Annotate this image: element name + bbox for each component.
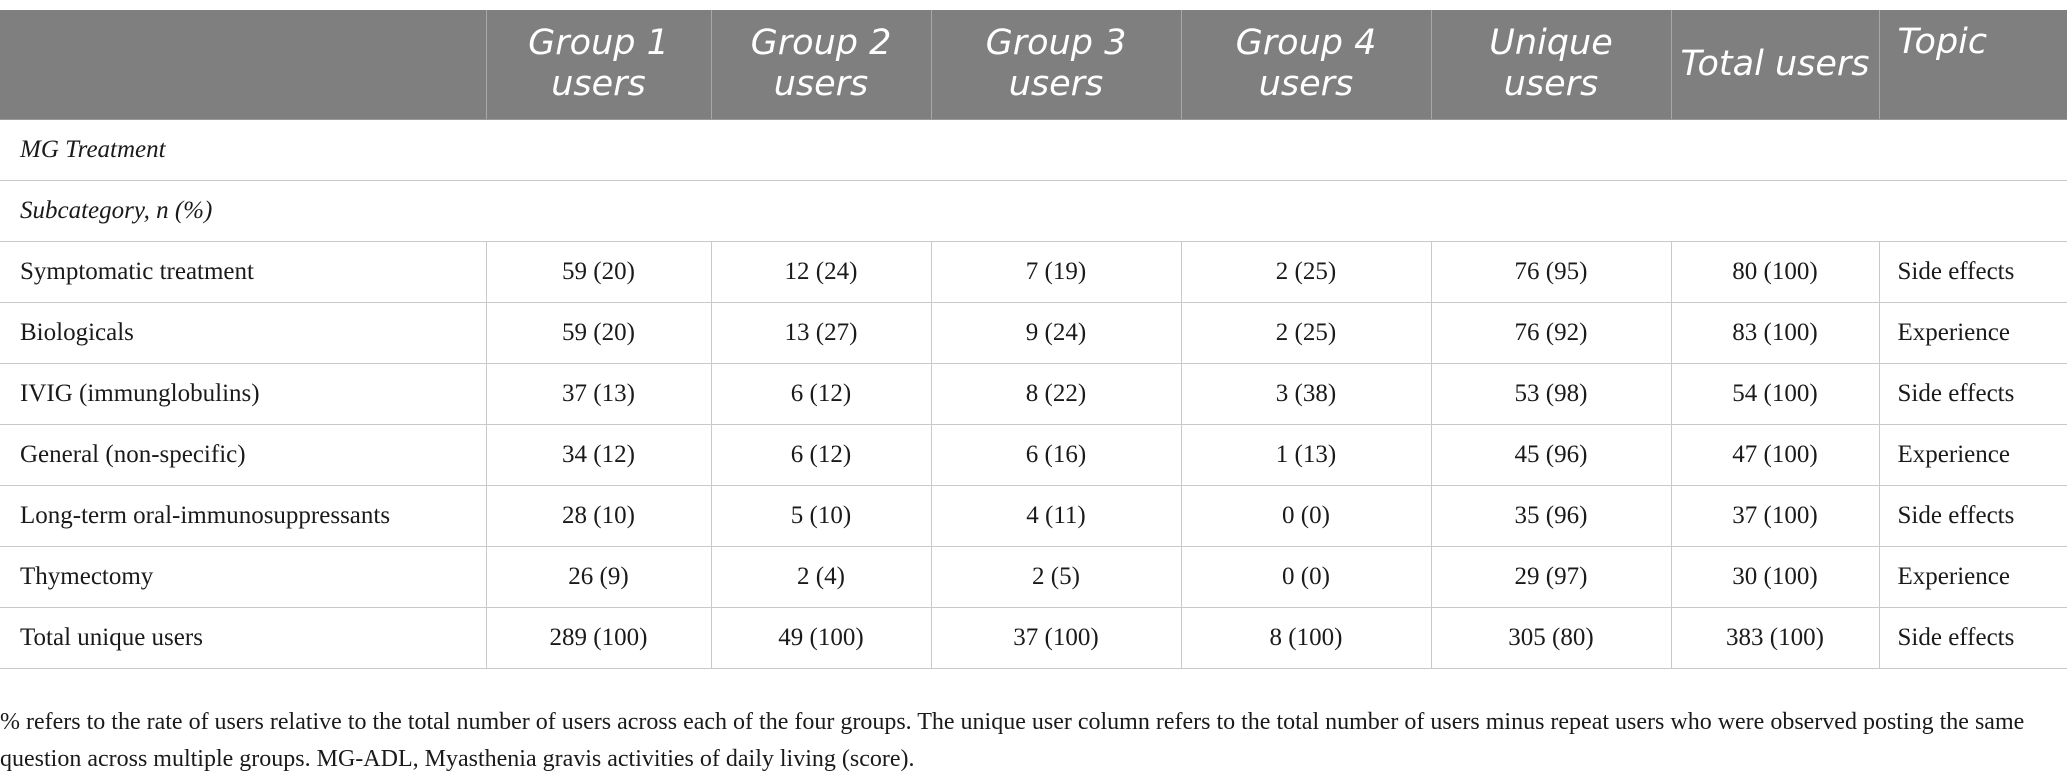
- cell-subcategory: General (non-specific): [0, 423, 487, 486]
- section-title: MG Treatment: [0, 118, 2067, 181]
- cell-topic: Side effects: [1878, 362, 2067, 425]
- cell-group-1: 26 (9): [485, 545, 712, 608]
- cell-group-3: 4 (11): [930, 484, 1182, 547]
- header-row: Group 1 users Group 2 users Group 3 user…: [0, 10, 2067, 120]
- cell-group-3: 9 (24): [930, 301, 1182, 364]
- cell-topic: Experience: [1878, 301, 2067, 364]
- cell-group-3: 8 (22): [930, 362, 1182, 425]
- section-title-row: MG Treatment: [0, 118, 2067, 181]
- cell-subcategory: Long-term oral-immunosuppressants: [0, 484, 487, 547]
- cell-group-4: 0 (0): [1180, 484, 1432, 547]
- cell-topic: Side effects: [1878, 484, 2067, 547]
- header-cell-unique: Unique users: [1430, 10, 1671, 120]
- cell-group-2: 49 (100): [710, 606, 932, 669]
- cell-group-2: 5 (10): [710, 484, 932, 547]
- table-body: MG Treatment Subcategory, n (%) Symptoma…: [0, 118, 2067, 669]
- cell-group-4: 1 (13): [1180, 423, 1432, 486]
- cell-total: 83 (100): [1670, 301, 1880, 364]
- cell-group-4: 8 (100): [1180, 606, 1432, 669]
- cell-total: 54 (100): [1670, 362, 1880, 425]
- cell-group-2: 6 (12): [710, 423, 932, 486]
- table-row: IVIG (immunglobulins) 37 (13) 6 (12) 8 (22)…: [0, 362, 2067, 425]
- cell-group-2: 6 (12): [710, 362, 932, 425]
- cell-unique: 35 (96): [1430, 484, 1672, 547]
- cell-group-3: 6 (16): [930, 423, 1182, 486]
- cell-group-1: 28 (10): [485, 484, 712, 547]
- header-cell-group-1: Group 1 users: [485, 10, 711, 120]
- cell-topic: Experience: [1878, 423, 2067, 486]
- header-cell-total: Total users: [1670, 10, 1879, 120]
- header-cell-group-3: Group 3 users: [930, 10, 1181, 120]
- cell-group-1: 37 (13): [485, 362, 712, 425]
- header-cell-group-4: Group 4 users: [1180, 10, 1431, 120]
- table-row: Thymectomy 26 (9) 2 (4) 2 (5) 0 (0) 29 (97) 30…: [0, 545, 2067, 608]
- cell-unique: 29 (97): [1430, 545, 1672, 608]
- data-table: Group 1 users Group 2 users Group 3 user…: [0, 10, 2067, 669]
- table-footnote: % refers to the rate of users relative t…: [0, 709, 2025, 772]
- table-header: Group 1 users Group 2 users Group 3 user…: [0, 10, 2067, 120]
- cell-group-3: 7 (19): [930, 240, 1182, 303]
- table-row: Symptomatic treatment 59 (20) 12 (24) 7 (19…: [0, 240, 2067, 303]
- header-cell-blank: [0, 10, 486, 120]
- cell-group-2: 12 (24): [710, 240, 932, 303]
- cell-total: 30 (100): [1670, 545, 1880, 608]
- cell-topic: Side effects: [1878, 240, 2067, 303]
- cell-group-1: 289 (100): [485, 606, 712, 669]
- cell-group-1: 59 (20): [485, 301, 712, 364]
- cell-subcategory: Total unique users: [0, 606, 487, 669]
- cell-subcategory: Biologicals: [0, 301, 487, 364]
- cell-subcategory: Thymectomy: [0, 545, 487, 608]
- cell-group-4: 0 (0): [1180, 545, 1432, 608]
- cell-unique: 305 (80): [1430, 606, 1672, 669]
- cell-total: 80 (100): [1670, 240, 1880, 303]
- cell-group-2: 13 (27): [710, 301, 932, 364]
- cell-group-2: 2 (4): [710, 545, 932, 608]
- cell-subcategory: Symptomatic treatment: [0, 240, 487, 303]
- cell-unique: 76 (92): [1430, 301, 1672, 364]
- cell-group-1: 59 (20): [485, 240, 712, 303]
- cell-group-1: 34 (12): [485, 423, 712, 486]
- cell-topic: Experience: [1878, 545, 2067, 608]
- cell-subcategory: IVIG (immunglobulins): [0, 362, 487, 425]
- header-cell-topic: Topic: [1878, 10, 2067, 120]
- cell-group-4: 2 (25): [1180, 240, 1432, 303]
- table-row: General (non-specific) 34 (12) 6 (12) 6 (16…: [0, 423, 2067, 486]
- cell-group-4: 2 (25): [1180, 301, 1432, 364]
- table-row: Total unique users 289 (100) 49 (100) 37 (1…: [0, 606, 2067, 669]
- subcategory-label-row: Subcategory, n (%): [0, 179, 2067, 242]
- table-row: Biologicals 59 (20) 13 (27) 9 (24) 2 (25) 76 …: [0, 301, 2067, 364]
- cell-total: 383 (100): [1670, 606, 1880, 669]
- subcategory-label: Subcategory, n (%): [0, 179, 2067, 242]
- cell-total: 37 (100): [1670, 484, 1880, 547]
- cell-topic: Side effects: [1878, 606, 2067, 669]
- cell-group-3: 2 (5): [930, 545, 1182, 608]
- header-cell-group-2: Group 2 users: [710, 10, 931, 120]
- table-row: Long-term oral-immunosuppressants 28 (10)…: [0, 484, 2067, 547]
- cell-group-3: 37 (100): [930, 606, 1182, 669]
- cell-total: 47 (100): [1670, 423, 1880, 486]
- cell-unique: 76 (95): [1430, 240, 1672, 303]
- cell-group-4: 3 (38): [1180, 362, 1432, 425]
- cell-unique: 45 (96): [1430, 423, 1672, 486]
- cell-unique: 53 (98): [1430, 362, 1672, 425]
